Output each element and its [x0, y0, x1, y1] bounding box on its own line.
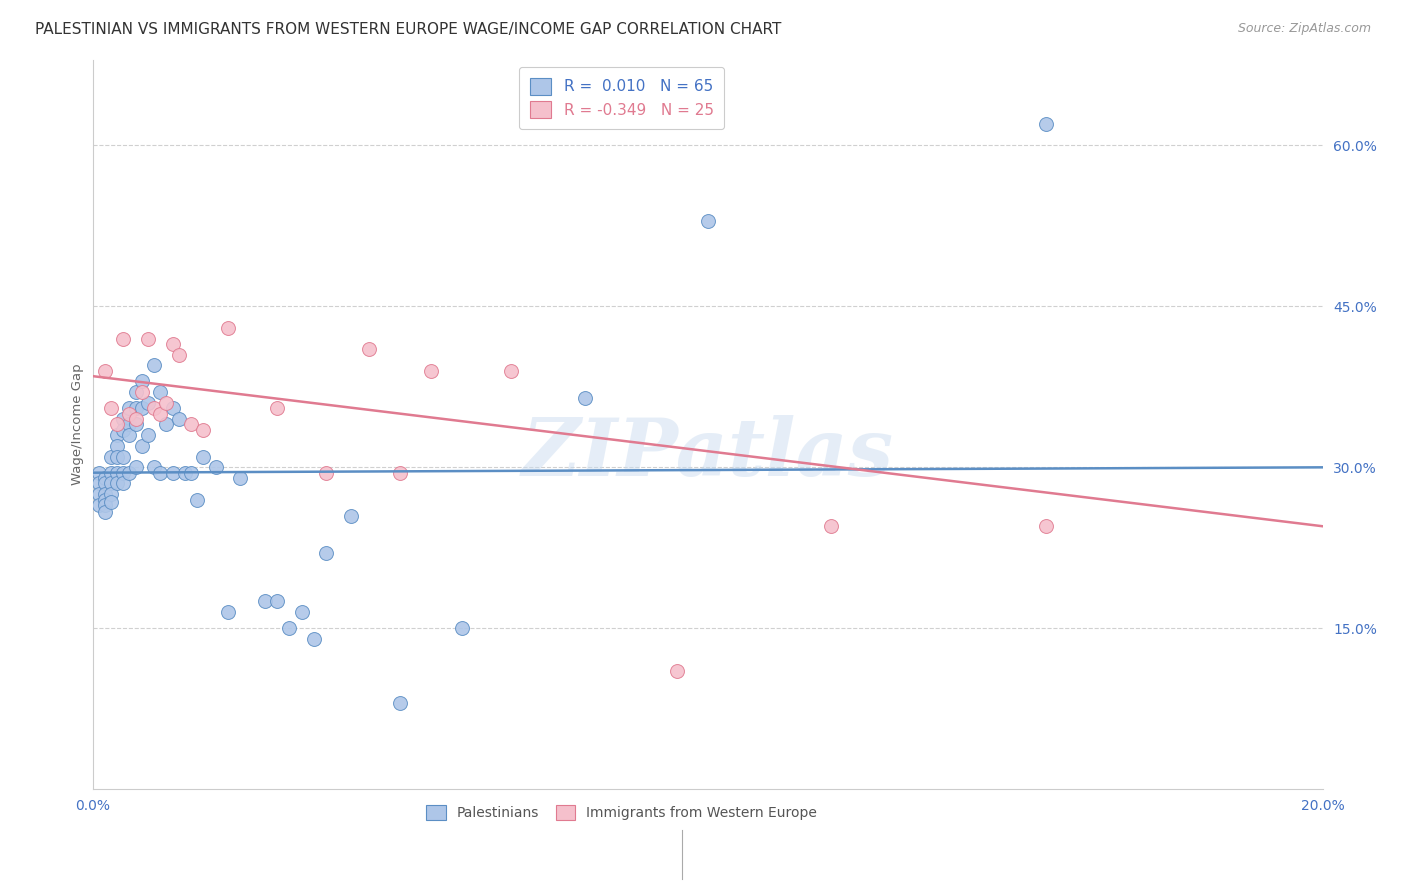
Point: [112, 332, 135, 346]
Point: [112, 412, 135, 426]
Point: [112, 450, 135, 464]
Point: [167, 348, 190, 362]
Point: [149, 407, 172, 421]
Point: [389, 466, 412, 480]
Point: [87, 466, 110, 480]
Point: [340, 508, 363, 523]
Point: [124, 401, 146, 416]
Point: [100, 450, 122, 464]
Point: [136, 332, 159, 346]
Point: [100, 476, 122, 491]
Point: [359, 343, 381, 357]
Point: [118, 428, 141, 442]
Point: [87, 498, 110, 512]
Point: [162, 401, 184, 416]
Text: ZIPatlas: ZIPatlas: [522, 415, 894, 492]
Point: [105, 466, 128, 480]
Point: [105, 417, 128, 432]
Point: [87, 476, 110, 491]
Point: [162, 466, 184, 480]
Point: [105, 450, 128, 464]
Point: [315, 466, 337, 480]
Point: [266, 401, 288, 416]
Point: [94, 364, 117, 378]
Point: [124, 460, 146, 475]
Point: [100, 466, 122, 480]
Point: [291, 605, 314, 619]
Point: [94, 476, 117, 491]
Point: [302, 632, 325, 646]
Point: [499, 364, 522, 378]
Point: [143, 359, 166, 373]
Point: [143, 460, 166, 475]
Point: [94, 471, 117, 485]
Point: [131, 439, 153, 453]
Point: [820, 519, 842, 533]
Point: [124, 417, 146, 432]
Point: [131, 401, 153, 416]
Point: [105, 428, 128, 442]
Point: [118, 401, 141, 416]
Point: [1035, 519, 1057, 533]
Point: [1035, 117, 1057, 131]
Point: [697, 213, 720, 227]
Point: [266, 594, 288, 608]
Point: [229, 471, 252, 485]
Point: [118, 466, 141, 480]
Point: [450, 621, 472, 635]
Point: [180, 417, 202, 432]
Point: [94, 498, 117, 512]
Point: [105, 439, 128, 453]
Point: [112, 466, 135, 480]
Point: [87, 487, 110, 501]
Point: [105, 476, 128, 491]
Point: [389, 697, 412, 711]
Point: [155, 396, 177, 410]
Point: [162, 337, 184, 351]
Point: [124, 385, 146, 400]
Legend: Palestinians, Immigrants from Western Europe: Palestinians, Immigrants from Western Eu…: [420, 800, 823, 826]
Point: [136, 428, 159, 442]
Point: [136, 396, 159, 410]
Point: [149, 385, 172, 400]
Point: [112, 423, 135, 437]
Point: [193, 423, 215, 437]
Point: [112, 476, 135, 491]
Point: [180, 466, 202, 480]
Point: [167, 412, 190, 426]
Point: [131, 385, 153, 400]
Point: [100, 494, 122, 508]
Point: [124, 412, 146, 426]
Point: [100, 401, 122, 416]
Point: [204, 460, 226, 475]
Point: [253, 594, 276, 608]
Point: [94, 492, 117, 507]
Point: [100, 487, 122, 501]
Point: [574, 391, 596, 405]
Point: [173, 466, 195, 480]
Point: [118, 417, 141, 432]
Point: [155, 417, 177, 432]
Y-axis label: Wage/Income Gap: Wage/Income Gap: [72, 364, 84, 485]
Point: [94, 505, 117, 519]
Point: [193, 450, 215, 464]
Point: [143, 401, 166, 416]
Point: [118, 407, 141, 421]
Point: [315, 546, 337, 560]
Point: [217, 321, 239, 335]
Text: Source: ZipAtlas.com: Source: ZipAtlas.com: [1237, 22, 1371, 36]
Point: [420, 364, 443, 378]
Point: [131, 375, 153, 389]
Point: [278, 621, 301, 635]
Text: PALESTINIAN VS IMMIGRANTS FROM WESTERN EUROPE WAGE/INCOME GAP CORRELATION CHART: PALESTINIAN VS IMMIGRANTS FROM WESTERN E…: [35, 22, 782, 37]
Point: [217, 605, 239, 619]
Point: [94, 487, 117, 501]
Point: [186, 492, 208, 507]
Point: [666, 664, 689, 678]
Point: [149, 466, 172, 480]
